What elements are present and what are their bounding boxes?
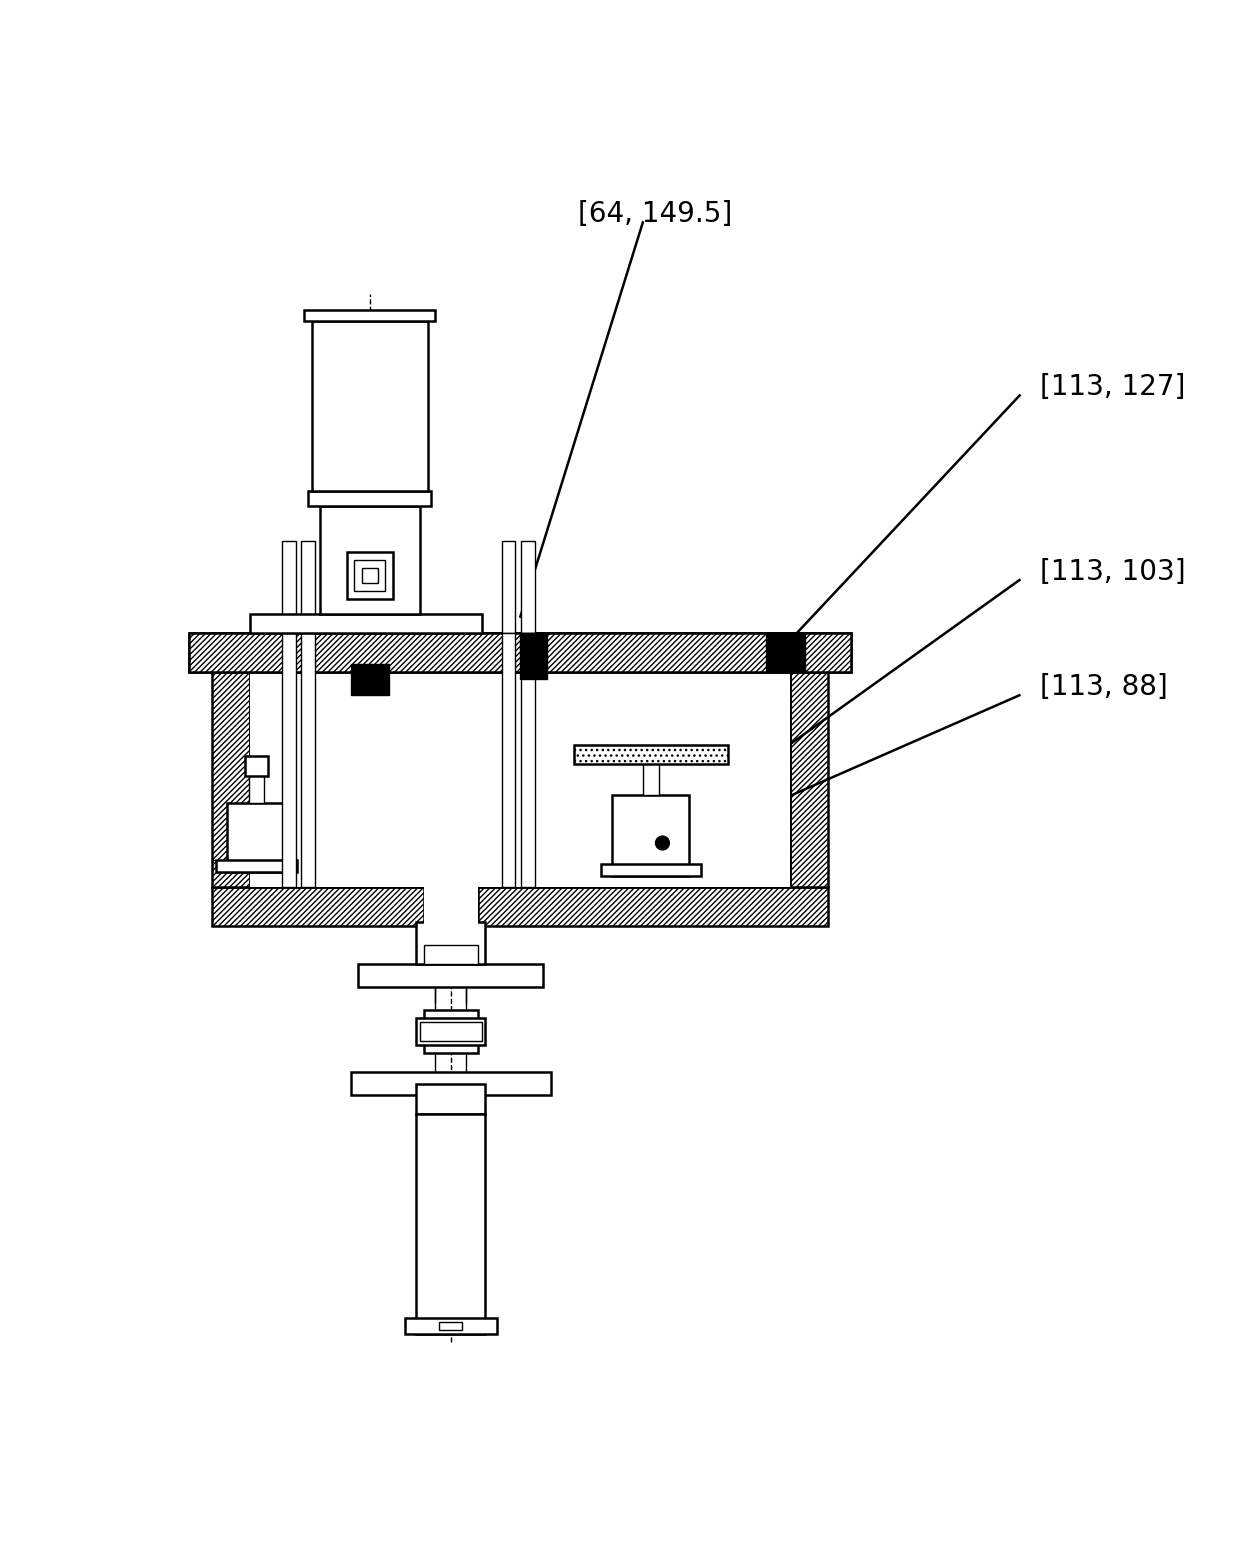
Bar [248,768,264,802]
Bar [250,614,481,634]
Bar [351,665,389,695]
Text: [113, 88]: [113, 88] [1040,672,1168,702]
Bar [250,672,790,887]
Bar [212,887,828,925]
Bar [417,1084,485,1115]
Bar [355,560,386,591]
Bar [362,567,377,583]
Bar [404,1318,497,1334]
Circle shape [656,836,670,850]
Bar [250,634,790,672]
Bar [424,945,477,964]
Bar [420,1022,481,1041]
Bar [424,887,477,925]
Bar [216,860,296,871]
Bar [281,634,296,887]
Bar [281,541,296,634]
Bar [320,506,420,614]
Bar [417,1115,485,1334]
Circle shape [362,668,377,683]
Text: [64, 149.5]: [64, 149.5] [578,199,732,228]
Bar [574,745,728,765]
Bar [613,794,689,876]
Bar [212,672,250,887]
Bar [417,922,485,964]
Bar [424,1010,477,1053]
Bar [644,757,658,794]
Bar [790,672,828,887]
Bar [439,1323,463,1331]
Bar [188,634,851,672]
Bar [212,634,828,672]
Bar [501,634,516,887]
Bar [188,634,851,672]
Bar [312,321,428,490]
Bar [574,745,728,765]
Bar [304,310,435,321]
Bar [351,1072,551,1095]
Bar [521,541,534,634]
Bar [520,634,547,680]
Bar [417,1018,485,1045]
Bar [358,964,543,987]
Bar [521,634,534,887]
Text: [113, 127]: [113, 127] [1040,373,1185,401]
Bar [309,490,432,506]
Bar [347,552,393,598]
Bar [766,634,805,672]
Bar [601,864,701,876]
Bar [501,541,516,634]
Bar [227,802,285,871]
Text: [113, 103]: [113, 103] [1040,558,1185,586]
Bar [244,757,268,776]
Bar [301,541,315,634]
Bar [301,634,315,887]
